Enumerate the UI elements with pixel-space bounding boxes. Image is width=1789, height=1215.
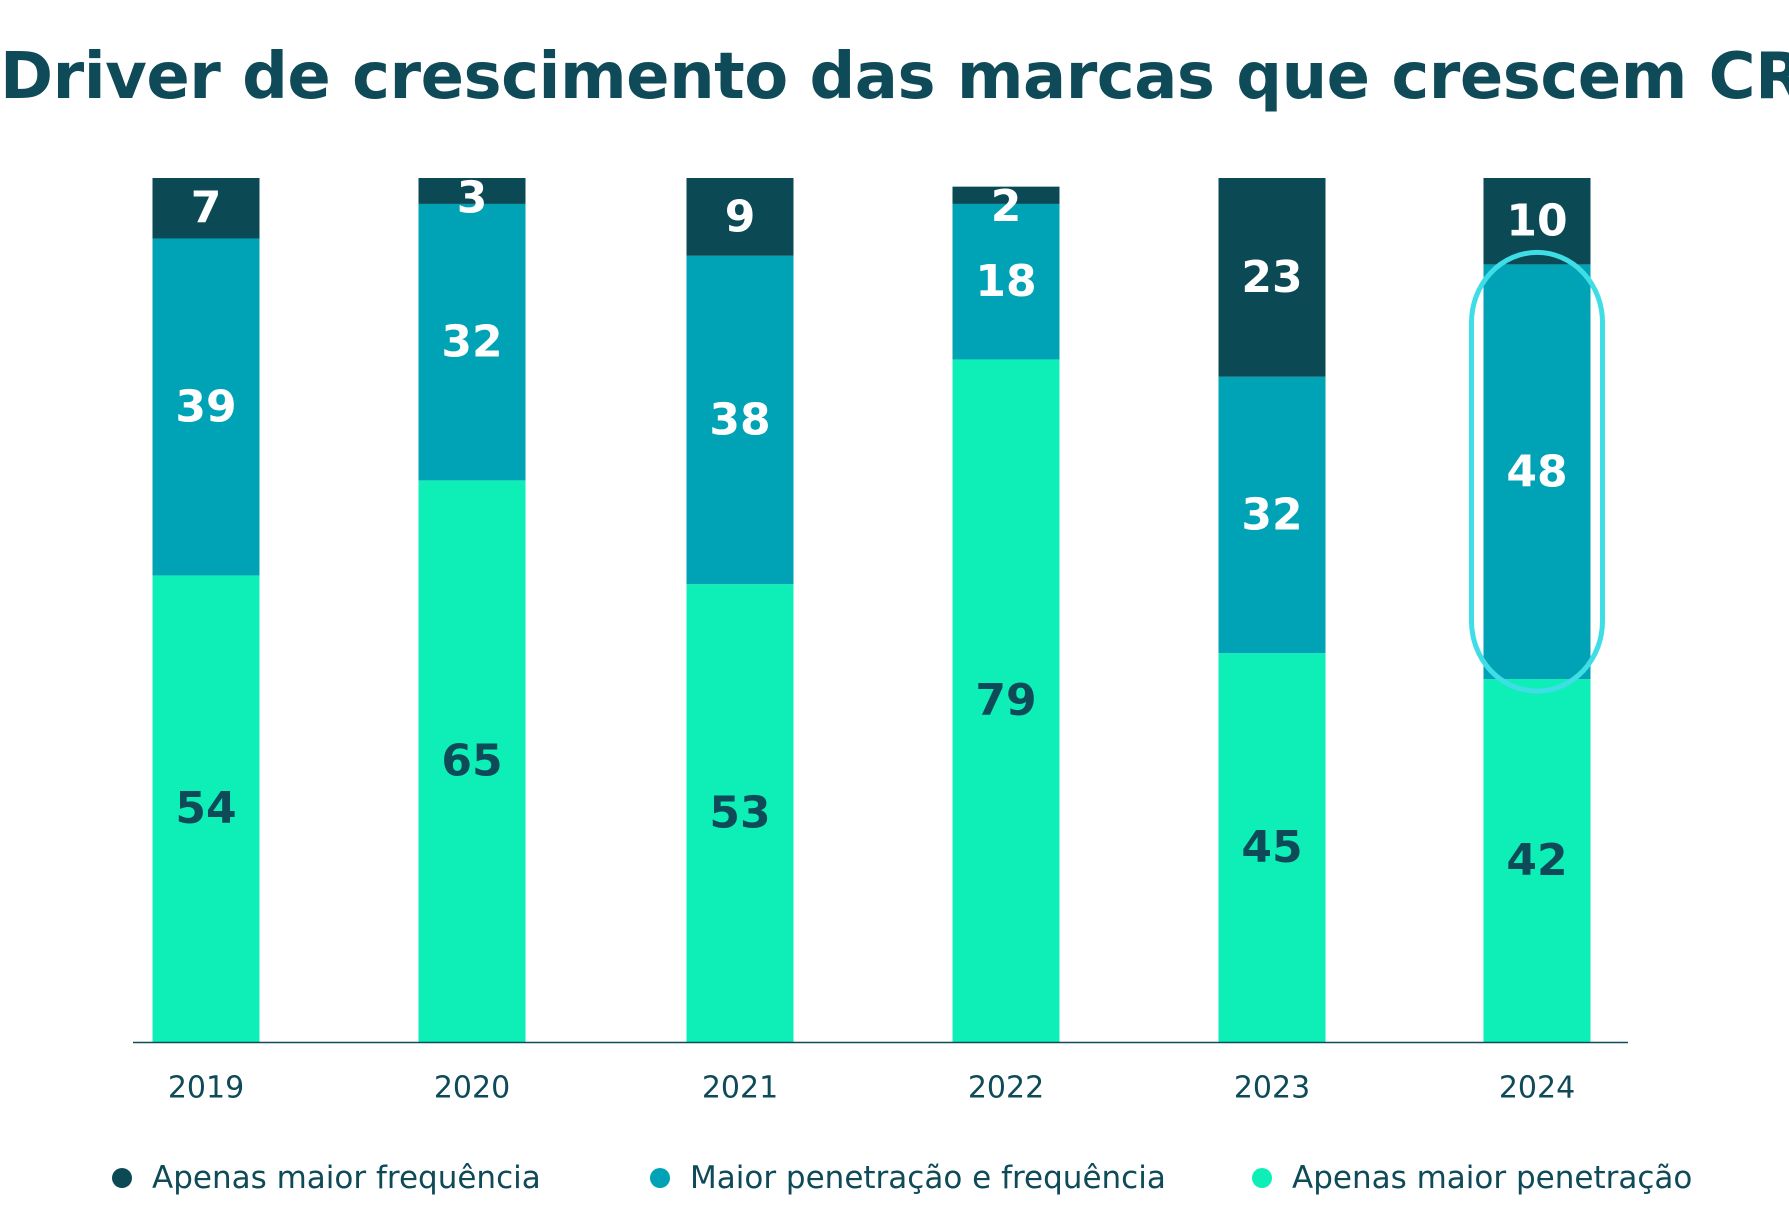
data-label-maior-penetracao-e-frequencia-2022: 18: [975, 256, 1036, 307]
bar-apenas-maior-frequencia-2020: [418, 178, 526, 204]
data-label-maior-penetracao-e-frequencia-2020: 32: [441, 317, 502, 368]
bar-maior-penetracao-e-frequencia-2023: [1218, 376, 1326, 654]
legend-label-frequency-only: Apenas maior frequência: [152, 1160, 541, 1196]
data-label-apenas-maior-penetracao-2024: 42: [1506, 835, 1567, 886]
x-tick-label-2024: 2024: [1499, 1071, 1575, 1106]
legend-swatch-penetration-and-frequency: [650, 1168, 670, 1188]
bar-maior-penetracao-e-frequencia-2024: [1483, 264, 1591, 680]
legend-label-penetration-only: Apenas maior penetração: [1292, 1160, 1693, 1196]
data-label-apenas-maior-frequencia-2022: 2: [991, 181, 1022, 232]
data-label-apenas-maior-penetracao-2021: 53: [709, 788, 770, 839]
data-label-apenas-maior-penetracao-2020: 65: [441, 736, 502, 787]
bar-apenas-maior-frequencia-2022: [952, 186, 1060, 204]
x-tick-label-2021: 2021: [702, 1071, 778, 1106]
chart-legend: Apenas maior frequência Maior penetração…: [0, 1160, 1789, 1204]
bar-apenas-maior-penetracao-2020: [418, 480, 526, 1042]
x-tick-label-2019: 2019: [168, 1071, 244, 1106]
legend-swatch-frequency-only: [112, 1168, 132, 1188]
x-tick-label-2023: 2023: [1234, 1071, 1310, 1106]
legend-swatch-penetration-only: [1252, 1168, 1272, 1188]
legend-item-penetration-and-frequency: Maior penetração e frequência: [650, 1160, 1166, 1196]
data-label-maior-penetracao-e-frequencia-2023: 32: [1241, 489, 1302, 540]
bar-maior-penetracao-e-frequencia-2019: [152, 238, 260, 576]
data-label-maior-penetracao-e-frequencia-2019: 39: [175, 381, 236, 432]
bar-apenas-maior-penetracao-2022: [952, 359, 1060, 1042]
data-label-apenas-maior-frequencia-2019: 7: [191, 183, 222, 234]
x-tick-label-2020: 2020: [434, 1071, 510, 1106]
legend-item-frequency-only: Apenas maior frequência: [112, 1160, 541, 1196]
data-label-apenas-maior-frequencia-2021: 9: [725, 191, 756, 242]
bar-apenas-maior-penetracao-2019: [152, 575, 260, 1042]
chart-title: Driver de crescimento das marcas que cre…: [0, 40, 1789, 114]
bar-maior-penetracao-e-frequencia-2020: [418, 203, 526, 481]
bar-apenas-maior-penetracao-2023: [1218, 653, 1326, 1042]
bar-apenas-maior-frequencia-2021: [686, 178, 794, 256]
legend-item-penetration-only: Apenas maior penetração: [1252, 1160, 1692, 1196]
data-label-apenas-maior-frequencia-2023: 23: [1241, 252, 1302, 303]
legend-label-penetration-and-frequency: Maior penetração e frequência: [690, 1160, 1166, 1196]
bar-apenas-maior-frequencia-2023: [1218, 178, 1326, 377]
data-label-maior-penetracao-e-frequencia-2021: 38: [709, 394, 770, 445]
bar-maior-penetracao-e-frequencia-2021: [686, 255, 794, 585]
data-label-apenas-maior-penetracao-2022: 79: [975, 675, 1036, 726]
data-label-apenas-maior-penetracao-2023: 45: [1241, 822, 1302, 873]
highlight-outline: [1469, 249, 1605, 694]
bar-maior-penetracao-e-frequencia-2022: [952, 203, 1060, 360]
data-label-apenas-maior-frequencia-2020: 3: [457, 173, 488, 224]
bar-apenas-maior-penetracao-2024: [1483, 679, 1591, 1042]
data-label-apenas-maior-frequencia-2024: 10: [1506, 196, 1567, 247]
stacked-bar-chart: 5439720196532320205338920217918220224532…: [133, 173, 1628, 1106]
bar-apenas-maior-penetracao-2021: [686, 584, 794, 1042]
data-label-maior-penetracao-e-frequencia-2024: 48: [1506, 446, 1567, 497]
data-label-apenas-maior-penetracao-2019: 54: [175, 783, 236, 834]
bar-apenas-maior-frequencia-2019: [152, 178, 260, 239]
x-tick-label-2022: 2022: [968, 1071, 1044, 1106]
